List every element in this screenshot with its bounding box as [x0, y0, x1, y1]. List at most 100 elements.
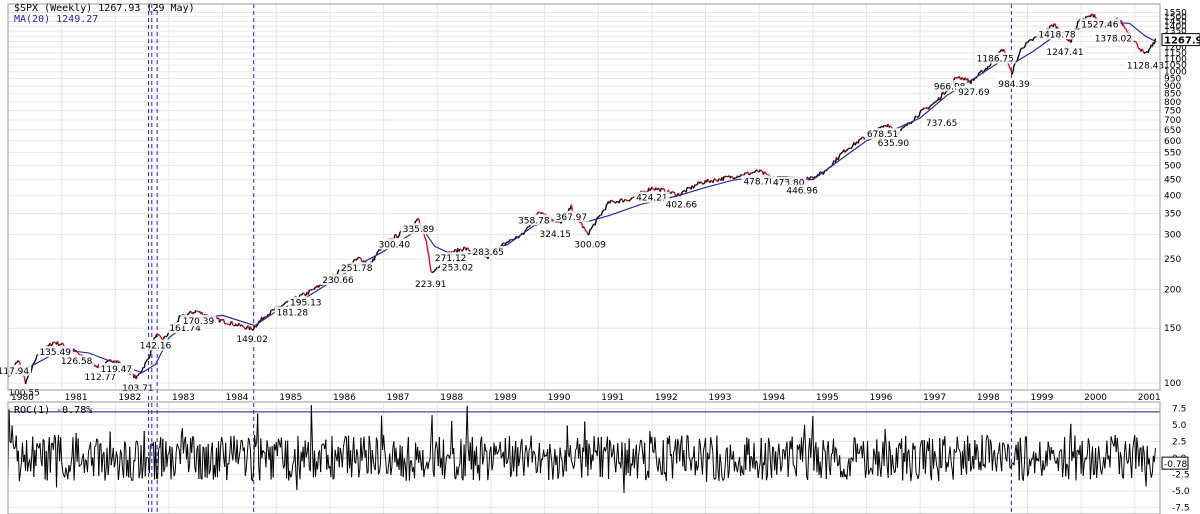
- roc-line-segment: [130, 476, 133, 481]
- price-line-segment: [899, 128, 903, 132]
- roc-line-segment: [517, 447, 520, 467]
- roc-line-segment: [892, 465, 895, 473]
- roc-line-segment: [320, 445, 323, 473]
- roc-line-segment: [1003, 443, 1006, 448]
- roc-line-segment: [402, 458, 405, 478]
- roc-line-segment: [823, 449, 826, 452]
- roc-line-segment: [292, 461, 295, 465]
- roc-line-segment: [633, 454, 636, 468]
- value-annotation: 170.39: [183, 317, 215, 327]
- price-line-segment: [702, 183, 704, 185]
- roc-line-segment: [374, 437, 377, 471]
- value-annotation: 230.66: [322, 276, 354, 286]
- roc-line-segment: [371, 450, 374, 461]
- roc-line-segment: [158, 446, 161, 449]
- value-annotation: 737.65: [926, 119, 958, 129]
- price-line-segment: [166, 333, 169, 337]
- roc-line-segment: [244, 467, 247, 477]
- roc-line-segment: [124, 441, 127, 445]
- roc-line-segment: [106, 447, 109, 476]
- roc-line-segment: [239, 440, 242, 451]
- roc-line-segment: [769, 442, 772, 465]
- roc-line-segment: [98, 444, 101, 476]
- roc-line-segment: [531, 451, 534, 463]
- roc-line-segment: [491, 464, 494, 471]
- value-annotation: 678.51: [867, 130, 899, 140]
- roc-line-segment: [868, 472, 871, 475]
- roc-line-segment: [716, 435, 719, 470]
- price-line-segment: [608, 200, 612, 204]
- roc-line-segment: [433, 449, 436, 477]
- price-line-segment: [928, 105, 932, 108]
- roc-line-segment: [1020, 454, 1023, 478]
- roc-line-segment: [834, 447, 837, 463]
- roc-line-segment: [327, 454, 330, 469]
- roc-line-segment: [654, 437, 657, 455]
- roc-line-segment: [370, 450, 373, 474]
- roc-line-segment: [767, 437, 770, 443]
- price-line-segment: [1122, 24, 1126, 28]
- price-line-segment: [939, 98, 942, 101]
- roc-line-segment: [249, 450, 253, 480]
- roc-line-segment: [1035, 452, 1038, 462]
- price-line-segment: [604, 204, 608, 211]
- roc-line-segment: [30, 455, 33, 472]
- price-line-segment: [714, 178, 717, 181]
- roc-line-segment: [1064, 437, 1067, 477]
- price-line-segment: [878, 126, 881, 129]
- roc-line-segment: [299, 451, 302, 480]
- price-line-segment: [195, 309, 198, 312]
- roc-line-segment: [658, 457, 661, 464]
- roc-line-segment: [870, 467, 873, 470]
- roc-line-segment: [1057, 451, 1060, 472]
- roc-line-segment: [754, 460, 757, 470]
- grid: [7, 4, 1160, 514]
- value-annotation: 984.39: [998, 80, 1030, 90]
- price-line-segment: [1141, 48, 1144, 51]
- price-line-segment: [739, 175, 742, 178]
- price-line-segment: [239, 324, 242, 327]
- roc-line-segment: [283, 465, 286, 469]
- roc-line-segment: [720, 463, 723, 478]
- value-annotation: 223.91: [415, 280, 447, 290]
- roc-line-segment: [260, 438, 263, 459]
- roc-line-segment: [175, 443, 178, 453]
- axes: 1980 1981 1982 1983 1984 1985 1986 1987 1988 1989…: [7, 3, 1200, 514]
- roc-line-segment: [873, 448, 876, 455]
- price-line-segment: [156, 333, 158, 336]
- price-line-segment: [889, 125, 892, 128]
- roc-line-segment: [449, 452, 452, 459]
- roc-line-segment: [657, 457, 660, 472]
- price-line-segment: [397, 235, 400, 238]
- roc-line-segment: [1034, 453, 1037, 474]
- price-line-segment: [738, 176, 740, 178]
- roc-line-segment: [708, 456, 711, 460]
- price-line-segment: [249, 326, 253, 330]
- price-line-segment: [159, 335, 162, 338]
- roc-line-segment: [712, 451, 715, 478]
- price-line-segment: [670, 191, 674, 194]
- price-line-segment: [624, 198, 627, 201]
- roc-line-segment: [1135, 437, 1138, 469]
- value-annotation-bg: [376, 238, 413, 250]
- roc-y-tick-label: 7.5: [1172, 405, 1186, 415]
- roc-line-segment: [384, 449, 387, 460]
- roc-line-segment: [629, 463, 632, 476]
- roc-line-segment: [651, 436, 654, 453]
- value-annotation: 402.66: [666, 201, 698, 211]
- price-line-segment: [715, 179, 718, 182]
- roc-line-segment: [915, 472, 918, 476]
- roc-line-segment: [410, 460, 413, 472]
- price-line-segment: [282, 304, 284, 306]
- roc-line-segment: [504, 437, 507, 464]
- roc-line-segment: [724, 449, 727, 467]
- roc-line-segment: [1109, 436, 1112, 468]
- x-tick-label: 1983: [172, 393, 195, 403]
- price-line-segment: [264, 316, 267, 319]
- price-line-segment: [811, 176, 814, 179]
- roc-line-segment: [486, 450, 489, 481]
- roc-line-segment: [266, 440, 269, 449]
- price-line-segment: [748, 173, 751, 176]
- price-y-tick-label: 550: [1164, 149, 1181, 159]
- roc-line-segment: [458, 463, 461, 468]
